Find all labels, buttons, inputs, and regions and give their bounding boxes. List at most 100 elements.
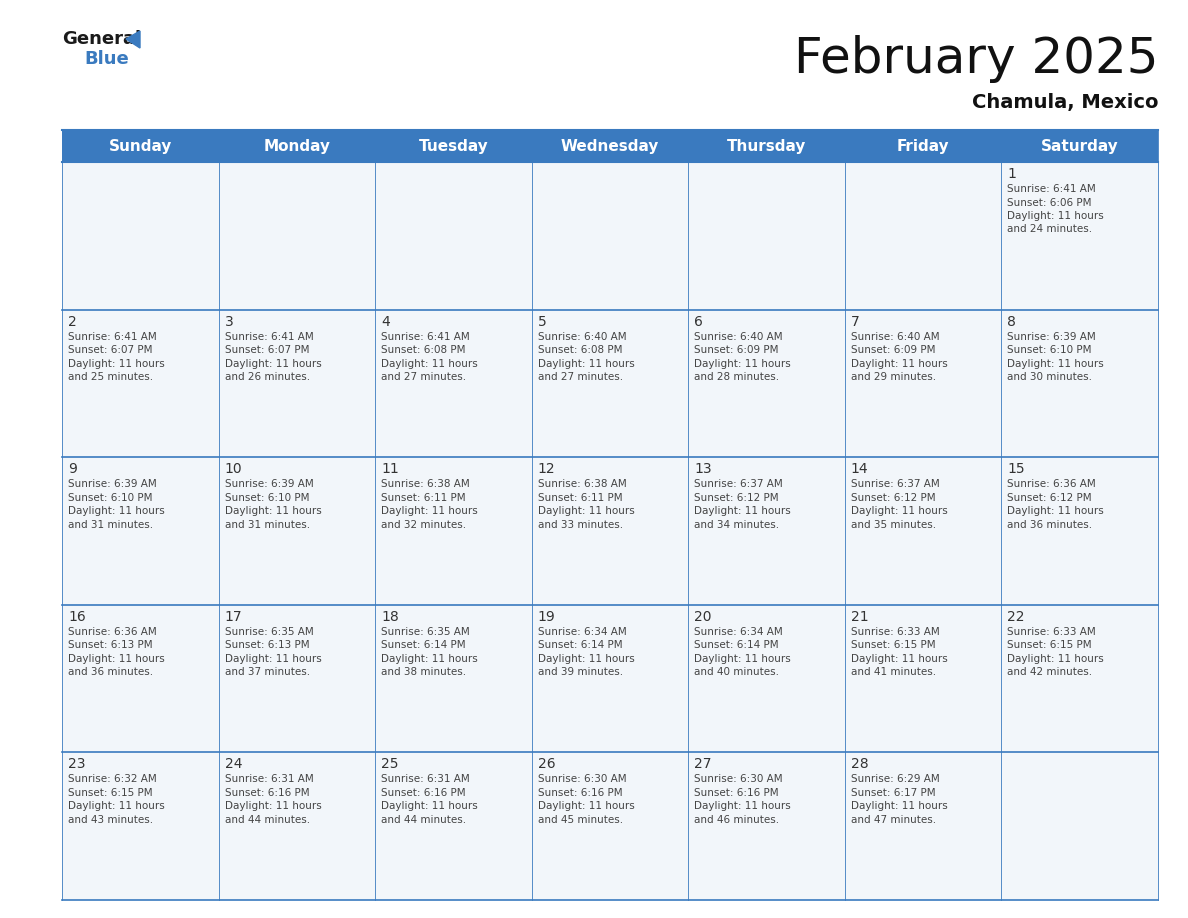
Text: 9: 9	[68, 462, 77, 476]
Bar	[375, 457, 532, 605]
Bar	[219, 753, 375, 900]
Text: 13: 13	[694, 462, 712, 476]
Text: 8: 8	[1007, 315, 1016, 329]
Bar	[1001, 605, 1158, 753]
Text: Sunrise: 6:32 AM: Sunrise: 6:32 AM	[68, 775, 157, 784]
Text: and 44 minutes.: and 44 minutes.	[381, 815, 466, 825]
Bar	[532, 457, 688, 605]
Bar	[532, 753, 688, 900]
Bar	[375, 753, 532, 900]
Text: Sunset: 6:12 PM: Sunset: 6:12 PM	[694, 493, 779, 503]
Text: and 42 minutes.: and 42 minutes.	[1007, 667, 1093, 677]
Text: and 36 minutes.: and 36 minutes.	[68, 667, 153, 677]
Text: Sunset: 6:17 PM: Sunset: 6:17 PM	[851, 788, 935, 798]
Text: Daylight: 11 hours: Daylight: 11 hours	[225, 359, 321, 369]
Text: and 38 minutes.: and 38 minutes.	[381, 667, 466, 677]
Text: Daylight: 11 hours: Daylight: 11 hours	[694, 654, 791, 664]
Text: Daylight: 11 hours: Daylight: 11 hours	[694, 506, 791, 516]
Bar	[845, 605, 1001, 753]
Text: and 35 minutes.: and 35 minutes.	[851, 520, 936, 530]
Text: and 40 minutes.: and 40 minutes.	[694, 667, 779, 677]
Text: Sunrise: 6:34 AM: Sunrise: 6:34 AM	[538, 627, 626, 637]
Text: Sunrise: 6:38 AM: Sunrise: 6:38 AM	[381, 479, 470, 489]
Text: Wednesday: Wednesday	[561, 139, 659, 153]
Bar	[62, 605, 219, 753]
Bar	[219, 457, 375, 605]
Text: Sunrise: 6:38 AM: Sunrise: 6:38 AM	[538, 479, 626, 489]
Text: 16: 16	[68, 610, 86, 624]
Text: Daylight: 11 hours: Daylight: 11 hours	[381, 506, 478, 516]
Text: Daylight: 11 hours: Daylight: 11 hours	[851, 654, 948, 664]
Text: Sunrise: 6:35 AM: Sunrise: 6:35 AM	[225, 627, 314, 637]
Text: Sunrise: 6:39 AM: Sunrise: 6:39 AM	[225, 479, 314, 489]
Text: 6: 6	[694, 315, 703, 329]
Text: Daylight: 11 hours: Daylight: 11 hours	[68, 654, 165, 664]
Text: Sunrise: 6:34 AM: Sunrise: 6:34 AM	[694, 627, 783, 637]
Text: Tuesday: Tuesday	[418, 139, 488, 153]
Text: and 25 minutes.: and 25 minutes.	[68, 372, 153, 382]
Text: 21: 21	[851, 610, 868, 624]
Text: and 30 minutes.: and 30 minutes.	[1007, 372, 1093, 382]
Text: 7: 7	[851, 315, 860, 329]
Text: Sunset: 6:11 PM: Sunset: 6:11 PM	[538, 493, 623, 503]
Text: Sunset: 6:08 PM: Sunset: 6:08 PM	[538, 345, 623, 355]
Text: Daylight: 11 hours: Daylight: 11 hours	[694, 801, 791, 812]
Text: and 29 minutes.: and 29 minutes.	[851, 372, 936, 382]
Text: and 43 minutes.: and 43 minutes.	[68, 815, 153, 825]
Text: 15: 15	[1007, 462, 1025, 476]
Text: Chamula, Mexico: Chamula, Mexico	[972, 93, 1158, 112]
Bar	[1001, 162, 1158, 309]
Bar	[375, 605, 532, 753]
Text: Sunset: 6:07 PM: Sunset: 6:07 PM	[68, 345, 152, 355]
Text: and 32 minutes.: and 32 minutes.	[381, 520, 466, 530]
Text: Daylight: 11 hours: Daylight: 11 hours	[1007, 654, 1104, 664]
Bar	[219, 162, 375, 309]
Text: Daylight: 11 hours: Daylight: 11 hours	[68, 801, 165, 812]
Text: 25: 25	[381, 757, 399, 771]
Text: Daylight: 11 hours: Daylight: 11 hours	[538, 654, 634, 664]
Bar	[688, 309, 845, 457]
Text: 18: 18	[381, 610, 399, 624]
Text: Sunset: 6:14 PM: Sunset: 6:14 PM	[538, 640, 623, 650]
Text: Sunrise: 6:33 AM: Sunrise: 6:33 AM	[851, 627, 940, 637]
Text: and 33 minutes.: and 33 minutes.	[538, 520, 623, 530]
Text: 10: 10	[225, 462, 242, 476]
Text: 1: 1	[1007, 167, 1016, 181]
Text: Sunset: 6:07 PM: Sunset: 6:07 PM	[225, 345, 309, 355]
Text: and 45 minutes.: and 45 minutes.	[538, 815, 623, 825]
Text: 27: 27	[694, 757, 712, 771]
Text: Sunrise: 6:29 AM: Sunrise: 6:29 AM	[851, 775, 940, 784]
Text: Daylight: 11 hours: Daylight: 11 hours	[1007, 506, 1104, 516]
Text: Sunrise: 6:40 AM: Sunrise: 6:40 AM	[538, 331, 626, 341]
Text: Monday: Monday	[264, 139, 330, 153]
Bar	[532, 162, 688, 309]
Bar	[1001, 457, 1158, 605]
Text: 4: 4	[381, 315, 390, 329]
Text: and 31 minutes.: and 31 minutes.	[225, 520, 310, 530]
Text: and 44 minutes.: and 44 minutes.	[225, 815, 310, 825]
Text: 11: 11	[381, 462, 399, 476]
Bar	[375, 162, 532, 309]
Bar	[62, 130, 1158, 162]
Bar	[62, 753, 219, 900]
Bar	[532, 605, 688, 753]
Text: Sunset: 6:09 PM: Sunset: 6:09 PM	[694, 345, 779, 355]
Text: Sunrise: 6:36 AM: Sunrise: 6:36 AM	[1007, 479, 1097, 489]
Text: Sunset: 6:11 PM: Sunset: 6:11 PM	[381, 493, 466, 503]
Text: Sunset: 6:06 PM: Sunset: 6:06 PM	[1007, 197, 1092, 207]
Text: Daylight: 11 hours: Daylight: 11 hours	[851, 801, 948, 812]
Text: and 31 minutes.: and 31 minutes.	[68, 520, 153, 530]
Text: 5: 5	[538, 315, 546, 329]
Bar	[219, 309, 375, 457]
Text: Sunrise: 6:41 AM: Sunrise: 6:41 AM	[225, 331, 314, 341]
Text: Sunrise: 6:30 AM: Sunrise: 6:30 AM	[538, 775, 626, 784]
Text: Daylight: 11 hours: Daylight: 11 hours	[851, 359, 948, 369]
Text: and 27 minutes.: and 27 minutes.	[381, 372, 466, 382]
Text: Daylight: 11 hours: Daylight: 11 hours	[381, 654, 478, 664]
Text: Friday: Friday	[897, 139, 949, 153]
Bar	[62, 457, 219, 605]
Text: and 26 minutes.: and 26 minutes.	[225, 372, 310, 382]
Text: Sunrise: 6:31 AM: Sunrise: 6:31 AM	[225, 775, 314, 784]
Text: Daylight: 11 hours: Daylight: 11 hours	[225, 654, 321, 664]
Text: Daylight: 11 hours: Daylight: 11 hours	[1007, 359, 1104, 369]
